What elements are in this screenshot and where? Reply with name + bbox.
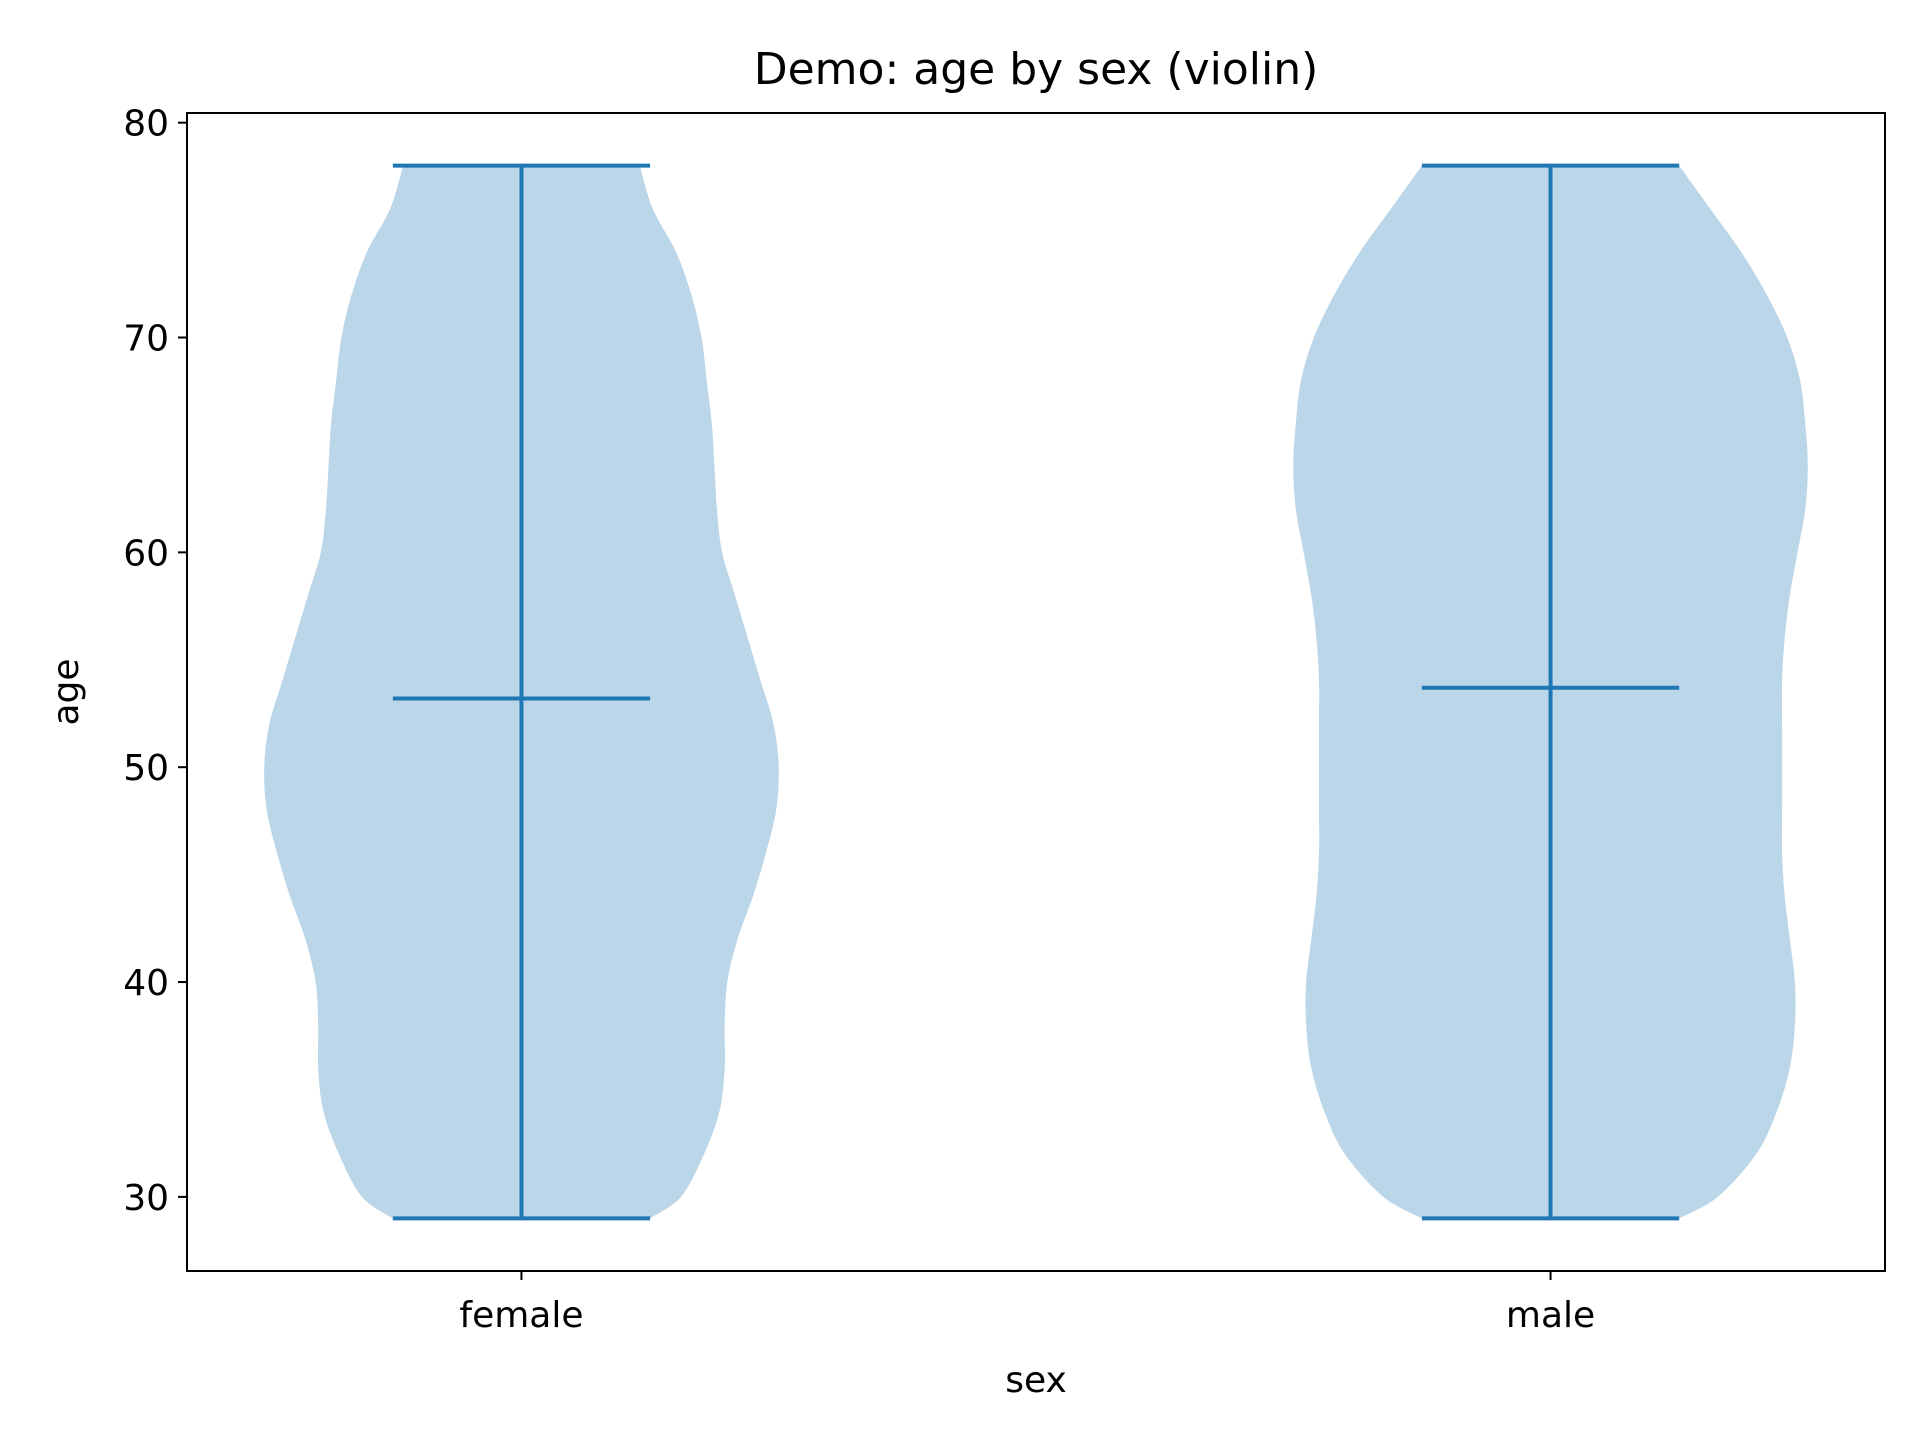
y-tick-label: 40 bbox=[123, 963, 169, 1004]
x-tick-label-male: male bbox=[1506, 1295, 1595, 1336]
violin-lines bbox=[392, 163, 1680, 1221]
y-tick-label: 60 bbox=[123, 533, 169, 574]
y-tick-label: 70 bbox=[123, 319, 169, 360]
y-axis-label: age bbox=[46, 658, 87, 725]
violin-bodies bbox=[264, 165, 1808, 1219]
chart-title: Demo: age by sex (violin) bbox=[754, 44, 1319, 95]
y-axis: 30 40 50 60 70 80 bbox=[123, 104, 187, 1219]
y-tick-label: 80 bbox=[123, 104, 169, 145]
y-tick-label: 50 bbox=[123, 748, 169, 789]
x-axis: female male bbox=[459, 1271, 1595, 1336]
y-tick-label: 30 bbox=[123, 1178, 169, 1219]
x-axis-label: sex bbox=[1005, 1360, 1067, 1401]
x-tick-label-female: female bbox=[459, 1295, 583, 1336]
plot-frame bbox=[186, 112, 1886, 1272]
